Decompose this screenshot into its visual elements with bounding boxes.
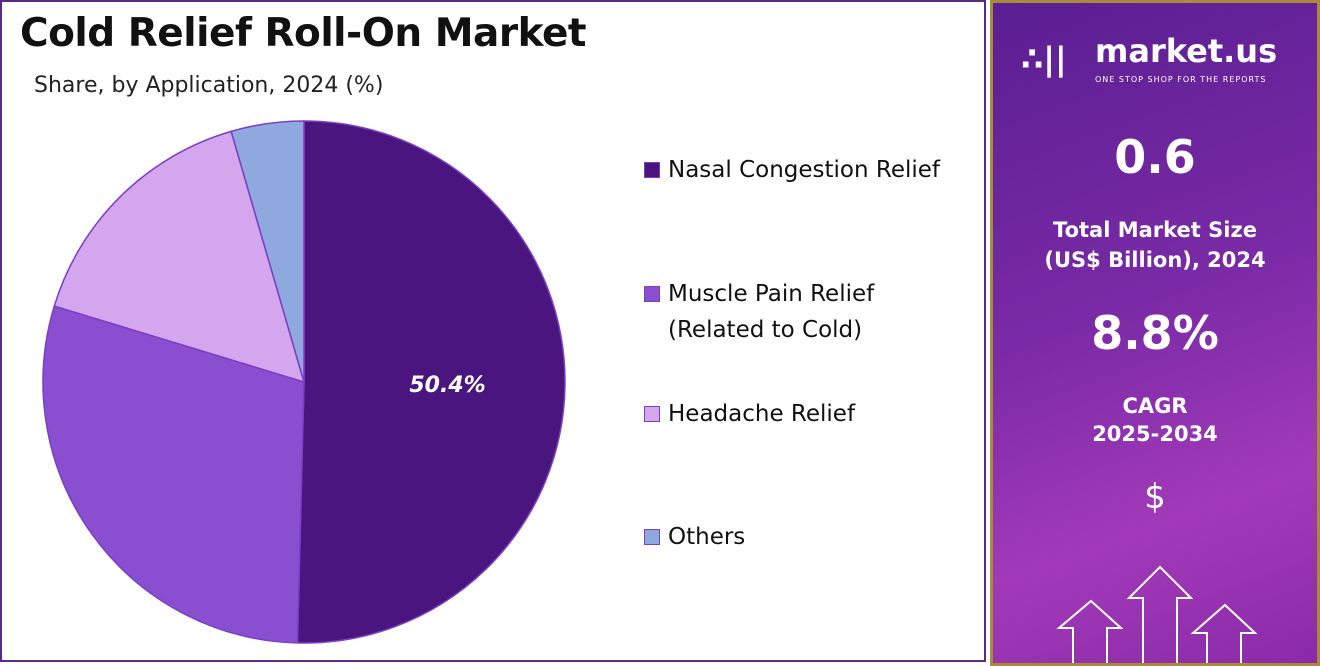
cagr-label-2: 2025-2034 <box>1092 422 1218 446</box>
logo-mark-icon: ∴|| <box>1021 40 1067 78</box>
legend-item-0: Nasal Congestion Relief <box>644 152 940 188</box>
market-size-label-2: (US$ Billion), 2024 <box>1044 248 1266 272</box>
legend-item-3: Others <box>644 519 745 555</box>
legend-swatch <box>644 162 660 178</box>
legend-swatch <box>644 529 660 545</box>
legend-label: Muscle Pain Relief (Related to Cold) <box>668 281 875 343</box>
brand-tagline: ONE STOP SHOP FOR THE REPORTS <box>1095 75 1267 84</box>
brand-name: market.us <box>1095 32 1278 70</box>
chart-title: Cold Relief Roll-On Market <box>20 11 587 56</box>
legend-label: Others <box>668 524 746 550</box>
legend-label: Nasal Congestion Relief <box>668 157 941 183</box>
chart-subtitle: Share, by Application, 2024 (%) <box>34 73 384 98</box>
legend-swatch <box>644 406 660 422</box>
cagr-value: 8.8% <box>1091 306 1219 360</box>
pie-slice-0 <box>296 120 566 644</box>
legend-label: Headache Relief <box>668 401 856 427</box>
chart-panel: Cold Relief Roll-On Market Share, by App… <box>0 0 986 662</box>
growth-arrows-icon <box>1056 565 1258 663</box>
pie-slice-3 <box>230 120 305 383</box>
cagr-label-1: CAGR <box>1122 394 1188 418</box>
market-size-label-1: Total Market Size <box>1053 218 1257 242</box>
summary-panel: ∴|| market.us ONE STOP SHOP FOR THE REPO… <box>990 0 1320 666</box>
legend-item-2: Headache Relief <box>644 396 855 432</box>
logo-words: market.us ONE STOP SHOP FOR THE REPORTS <box>1095 31 1277 85</box>
market-us-logo: ∴|| market.us ONE STOP SHOP FOR THE REPO… <box>1021 31 1301 91</box>
data-label-0: 50.4% <box>409 373 485 398</box>
pie-chart: 50.4% <box>42 120 566 644</box>
legend-swatch <box>644 286 660 302</box>
dollar-icon: $ <box>1144 477 1166 517</box>
market-size-value: 0.6 <box>1114 130 1196 184</box>
pie-slice-1 <box>42 305 305 644</box>
pie-slice-2 <box>53 130 306 384</box>
legend-item-1: Muscle Pain Relief (Related to Cold) <box>644 276 874 348</box>
